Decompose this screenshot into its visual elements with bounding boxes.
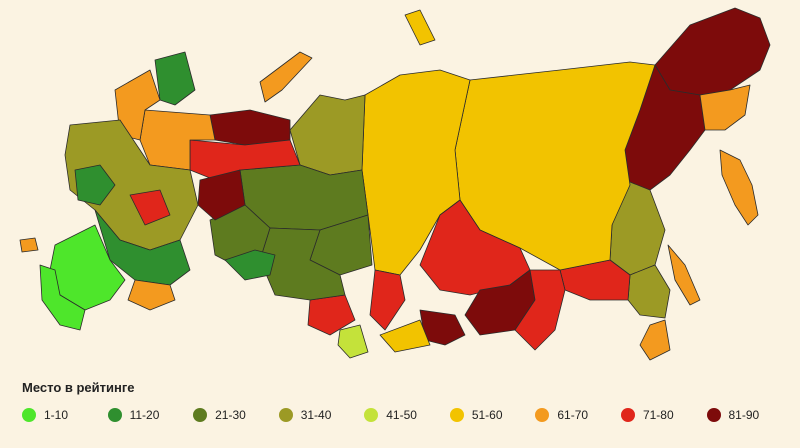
map-svg (19, 7, 771, 361)
region-zabaykalsky (514, 269, 566, 351)
legend-label: 31-40 (300, 408, 332, 422)
legend-swatch (449, 408, 464, 422)
legend: 1-10 11-20 21-30 31-40 41-50 51-60 61-70 71-80 8… (22, 405, 792, 425)
region-nenets (209, 109, 291, 146)
legend-swatch (22, 408, 36, 422)
legend-swatch (706, 408, 721, 422)
region-kursk (129, 189, 171, 226)
region-komi (189, 139, 301, 181)
region-sakhalin (667, 244, 701, 306)
region-khakassia (369, 269, 406, 331)
legend-title: Место в рейтинге (22, 380, 135, 395)
legend-item: 21-30 (193, 408, 279, 422)
region-volgograd (127, 279, 176, 311)
region-perm (197, 169, 246, 221)
region-volga (94, 209, 191, 286)
region-altai (337, 324, 369, 359)
legend-label: 81-90 (728, 408, 760, 422)
region-severnaya-zemlya (404, 9, 436, 46)
region-magadan (699, 84, 751, 131)
region-primorye (627, 264, 671, 319)
legend-item: 61-70 (535, 408, 621, 422)
legend-label: 21-30 (215, 408, 246, 422)
region-yamal (289, 94, 366, 176)
region-sakhalin-south (639, 319, 671, 361)
legend-label: 11-20 (129, 408, 160, 422)
legend-swatch (535, 408, 550, 422)
legend-label: 51-60 (471, 408, 503, 422)
legend-item: 11-20 (107, 408, 194, 422)
region-volga-north (74, 164, 116, 206)
legend-swatch (193, 408, 208, 422)
legend-swatch (278, 408, 293, 422)
legend-item: 71-80 (620, 408, 707, 422)
legend-label: 41-50 (386, 408, 417, 422)
legend-label: 61-70 (557, 408, 589, 422)
legend-label: 1-10 (44, 408, 69, 422)
region-kamchatka (719, 149, 759, 226)
legend-swatch (364, 408, 379, 422)
region-murmansk (154, 51, 196, 106)
legend-item: 31-40 (278, 408, 365, 422)
region-kaliningrad (19, 237, 39, 253)
region-arkhangelsk (139, 109, 216, 171)
region-chukotka (654, 7, 771, 96)
legend-swatch (107, 408, 122, 422)
legend-item: 81-90 (706, 408, 793, 422)
region-novosibirsk-south (379, 319, 431, 353)
region-caucasus (39, 264, 86, 331)
legend-label: 71-80 (642, 408, 674, 422)
russia-map (19, 7, 771, 361)
legend-item: 1-10 (22, 408, 108, 422)
legend-item: 41-50 (364, 408, 450, 422)
region-tyumen (224, 249, 276, 281)
legend-swatch (620, 408, 635, 422)
region-novaya-zemlya (259, 51, 313, 103)
legend-item: 51-60 (449, 408, 536, 422)
